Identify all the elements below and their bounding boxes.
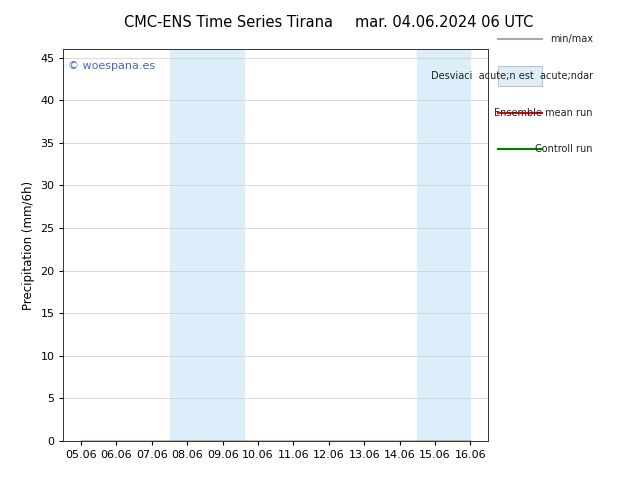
Text: Desviaci  acute;n est  acute;ndar: Desviaci acute;n est acute;ndar [430,71,593,81]
Y-axis label: Precipitation (mm/6h): Precipitation (mm/6h) [22,180,35,310]
Text: Ensemble mean run: Ensemble mean run [495,108,593,118]
Text: mar. 04.06.2024 06 UTC: mar. 04.06.2024 06 UTC [354,15,533,30]
Text: Controll run: Controll run [535,145,593,154]
Bar [169,49,244,441]
Text: CMC-ENS Time Series Tirana: CMC-ENS Time Series Tirana [124,15,333,30]
Text: min/max: min/max [550,34,593,44]
Text: © woespana.es: © woespana.es [68,61,155,71]
Bar [417,49,470,441]
